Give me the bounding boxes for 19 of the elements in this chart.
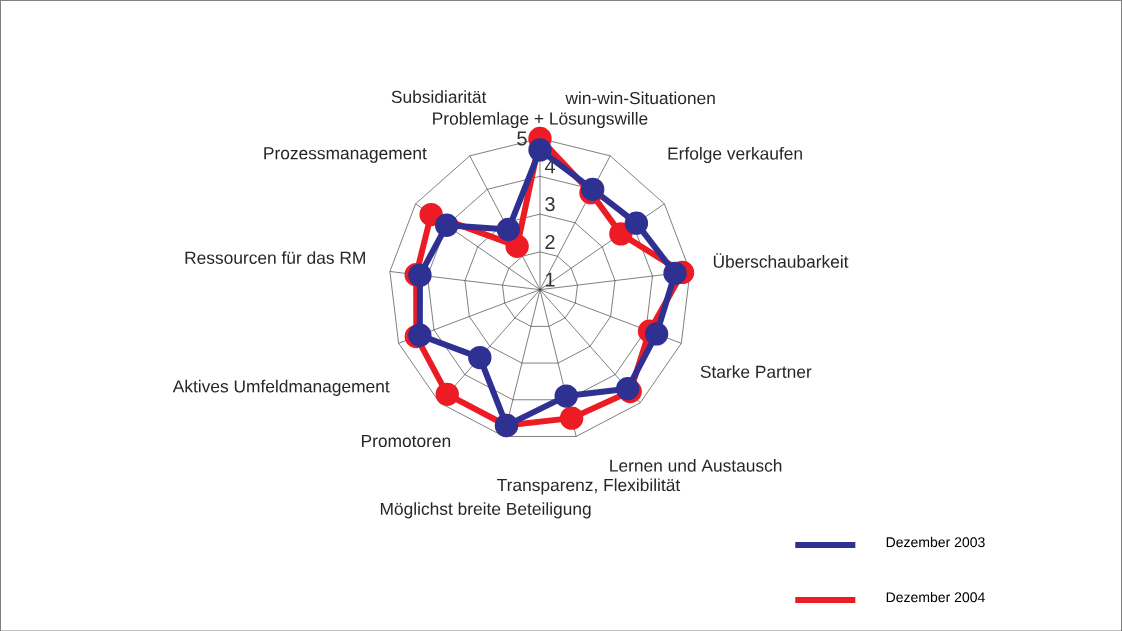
spoke-label: Überschaubarkeit [713,252,849,268]
spoke-label: Ressourcen für das RM [185,250,365,264]
spoke-label: Problemlage + Lösungswille [433,111,648,128]
y-tick-label: 2 [545,234,555,249]
y-tick-label: 5 [517,131,527,146]
legend-label: Dezember 2004 [886,591,985,602]
spoke-label: Subsidiarität [391,90,487,103]
y-tick-label: 1 [545,272,555,287]
spoke-label: Promotoren [361,434,451,447]
spoke-label: Möglichst breite Beteiligung [380,502,591,519]
spoke-label: Aktives Umfeldmanagement [172,379,390,396]
spoke-label: win-win-Situationen [565,91,715,104]
spoke-label: Erfolge verkaufen [668,146,802,163]
spoke-label: Prozessmanagement [264,147,427,163]
spoke-label: Transparenz, Flexibilität [497,478,681,495]
legend-label: Dezember 2003 [886,536,985,547]
y-tick-label: 3 [545,196,555,211]
spoke-label: Starke Partner [700,364,812,378]
spoke-label: Lernen und Austausch [610,458,782,472]
